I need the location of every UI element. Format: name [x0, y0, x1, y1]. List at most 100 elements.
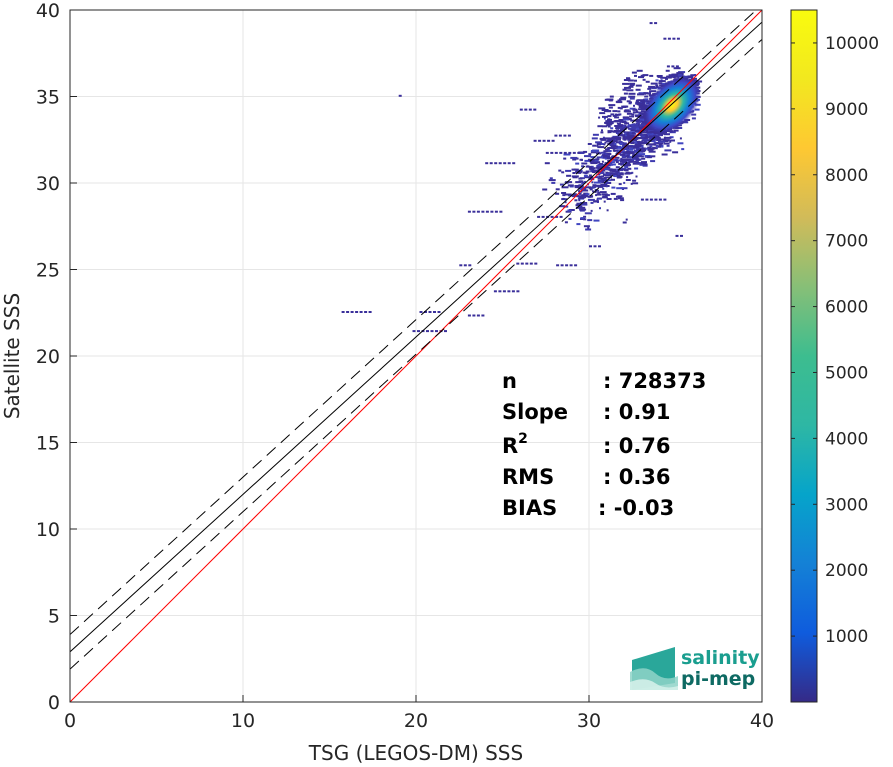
density-cell: [502, 290, 506, 293]
density-cell: [631, 152, 635, 155]
density-cell: [534, 262, 538, 265]
density-cell: [627, 134, 631, 137]
density-cell: [565, 169, 572, 172]
density-cell: [640, 100, 646, 103]
density-cell: [614, 120, 622, 122]
density-cell: [590, 176, 594, 179]
density-cell: [476, 210, 480, 213]
density-cell: [435, 330, 438, 333]
density-cell: [599, 163, 604, 165]
density-cell: [609, 144, 617, 147]
density-cell: [563, 134, 567, 137]
density-cell: [641, 135, 646, 138]
density-cell: [597, 125, 603, 128]
density-cell: [640, 136, 647, 139]
line-regression: [70, 21, 762, 653]
density-cell: [634, 145, 641, 148]
density-cell: [631, 171, 634, 174]
density-cell: [607, 149, 610, 152]
density-cell: [684, 121, 689, 124]
density-cell: [563, 151, 567, 154]
density-cell: [638, 116, 646, 119]
density-cell: [559, 215, 563, 218]
density-cell: [629, 101, 632, 104]
density-cell: [592, 133, 599, 136]
density-cell: [621, 120, 626, 123]
density-cell: [600, 183, 608, 186]
density-cell: [600, 169, 606, 172]
density-cell: [588, 186, 592, 189]
density-cell: [603, 155, 611, 158]
density-cell: [607, 164, 612, 167]
density-cell: [516, 262, 520, 265]
density-cell: [639, 147, 646, 150]
colorbar-tick-label: 10000: [825, 34, 879, 54]
density-cell: [603, 168, 610, 170]
density-cell: [611, 155, 616, 158]
density-cell: [550, 215, 554, 218]
density-cell: [629, 84, 635, 86]
density-cell: [629, 115, 635, 118]
density-cell: [573, 168, 579, 171]
y-tick-label: 15: [36, 433, 60, 455]
y-tick-label: 35: [36, 87, 60, 109]
density-cell: [604, 152, 607, 155]
density-cell: [694, 74, 696, 76]
density-cell: [620, 160, 627, 163]
density-cell: [580, 202, 588, 204]
density-cell: [619, 153, 625, 156]
density-cell: [625, 218, 628, 221]
density-cell: [417, 330, 420, 333]
density-cell: [605, 185, 608, 188]
density-cell: [610, 127, 614, 130]
density-cell: [589, 195, 593, 198]
density-cell: [626, 133, 630, 136]
density-cell: [590, 201, 594, 204]
density-cell: [584, 180, 586, 183]
density-cell: [630, 182, 633, 185]
density-cell: [629, 160, 637, 163]
density-cell: [635, 99, 639, 102]
density-cell: [622, 125, 625, 128]
density-cell: [564, 201, 567, 204]
density-cell: [533, 108, 537, 111]
density-cell: [561, 171, 565, 174]
density-cell: [647, 146, 651, 149]
density-cell: [568, 217, 572, 220]
density-cell: [590, 209, 593, 212]
density-cell: [642, 78, 646, 81]
density-cell: [663, 198, 667, 201]
density-cell: [564, 193, 572, 196]
density-cell: [666, 144, 670, 147]
density-cell: [584, 186, 592, 189]
density-cell: [538, 139, 542, 142]
density-cell: [650, 138, 655, 141]
density-cell: [584, 176, 592, 179]
density-cell: [643, 134, 648, 136]
density-cell: [641, 121, 644, 123]
density-cell: [597, 166, 603, 169]
density-cell: [638, 108, 645, 111]
density-cell: [647, 155, 651, 158]
density-cell: [663, 142, 670, 145]
density-cell: [583, 225, 590, 228]
density-cell: [624, 136, 631, 139]
density-cell: [597, 146, 605, 149]
density-cell: [601, 196, 608, 199]
density-cell: [626, 145, 629, 148]
density-cell: [596, 193, 602, 196]
density-cell: [640, 198, 644, 201]
density-cell: [654, 22, 658, 25]
density-cell: [559, 205, 566, 208]
density-cell: [624, 166, 629, 169]
density-cell: [585, 195, 589, 198]
density-cell: [614, 116, 620, 119]
density-cell: [627, 167, 632, 170]
density-cell: [608, 137, 616, 140]
density-cell: [624, 86, 631, 89]
density-cell: [589, 188, 593, 191]
density-cell: [610, 145, 618, 148]
density-cell: [622, 88, 627, 91]
density-cell: [627, 148, 633, 151]
density-cell: [626, 89, 634, 92]
